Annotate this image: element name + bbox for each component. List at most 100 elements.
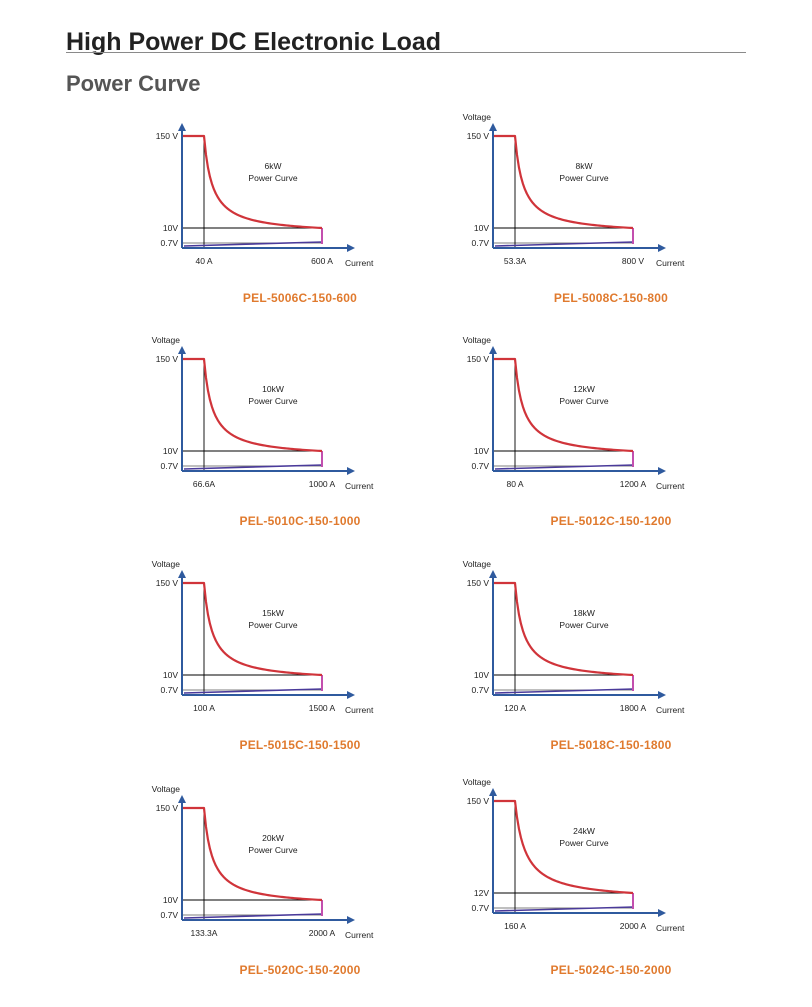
current-axis-arrow <box>658 467 666 475</box>
tick-label-imax: 1500 A <box>309 703 336 713</box>
tick-label-vmin: 0.7V <box>472 903 490 913</box>
current-axis-arrow <box>347 691 355 699</box>
chart-svg: Voltage 150 V 10V 0.7V 66.6A 1000 A Current 10k… <box>152 335 374 491</box>
low-voltage-line <box>494 241 634 247</box>
power-curve-chart-5: Voltage 150 V 10V 0.7V 100 A 1500 A Current 15k… <box>150 559 450 778</box>
tick-label-iknee: 80 A <box>506 479 523 489</box>
tick-label-vmin: 0.7V <box>472 238 490 248</box>
chart-svg: Voltage 150 V 10V 0.7V 120 A 1800 A Current 18k… <box>463 559 685 715</box>
voltage-axis-arrow <box>178 123 186 131</box>
power-curve-chart-4: Voltage 150 V 10V 0.7V 80 A 1200 A Current 12kW… <box>461 335 761 554</box>
power-rating-label: 20kW <box>262 833 284 843</box>
low-voltage-line <box>494 464 634 470</box>
tick-label-imax: 2000 A <box>620 921 647 931</box>
power-rating-label: 18kW <box>573 608 595 618</box>
model-label: PEL-5018C-150-1800 <box>550 738 672 752</box>
voltage-axis-arrow <box>178 346 186 354</box>
page-subtitle: Power Curve <box>66 71 201 96</box>
tick-label-vmin: 0.7V <box>161 238 179 248</box>
voltage-axis-arrow <box>489 123 497 131</box>
model-label: PEL-5020C-150-2000 <box>239 963 361 977</box>
power-curve-line <box>493 799 634 895</box>
current-axis-label: Current <box>656 705 685 715</box>
tick-label-vmax: 150 V <box>156 803 179 813</box>
tick-label-vmax: 150 V <box>156 131 179 141</box>
power-rating-label: 10kW <box>262 384 284 394</box>
current-axis-label: Current <box>345 930 374 940</box>
power-curve-line <box>182 581 323 677</box>
power-curve-caption: Power Curve <box>559 838 608 848</box>
voltage-axis-arrow <box>178 570 186 578</box>
tick-label-iknee: 40 A <box>195 256 212 266</box>
tick-label-vmin: 0.7V <box>472 461 490 471</box>
model-label: PEL-5012C-150-1200 <box>550 514 672 528</box>
current-axis-label: Current <box>656 923 685 933</box>
tick-label-iknee: 133.3A <box>191 928 218 938</box>
tick-label-iknee: 66.6A <box>193 479 216 489</box>
power-curve-caption: Power Curve <box>559 173 608 183</box>
chart-svg: Voltage 150 V 10V 0.7V 100 A 1500 A Current 15k… <box>152 559 374 715</box>
tick-label-vmax: 150 V <box>156 578 179 588</box>
power-curve-line <box>182 806 323 902</box>
power-rating-label: 8kW <box>576 161 593 171</box>
model-label: PEL-5010C-150-1000 <box>239 514 361 528</box>
tick-label-iknee: 160 A <box>504 921 526 931</box>
current-axis-arrow <box>347 244 355 252</box>
power-rating-label: 15kW <box>262 608 284 618</box>
power-curve-chart-2: Voltage 150 V 10V 0.7V 53.3A 800 V Current 8kW P… <box>461 112 761 331</box>
tick-label-imax: 1800 A <box>620 703 647 713</box>
tick-label-vmid: 10V <box>474 446 489 456</box>
low-voltage-line <box>183 688 323 694</box>
tick-label-imax: 1200 A <box>620 479 647 489</box>
voltage-axis-label: Voltage <box>152 335 181 345</box>
power-curve-caption: Power Curve <box>559 396 608 406</box>
chart-svg: Voltage 150 V 10V 0.7V 53.3A 800 V Current 8kW P… <box>463 112 685 268</box>
power-curve-line <box>493 134 634 230</box>
tick-label-vmid: 10V <box>474 670 489 680</box>
tick-label-imax: 1000 A <box>309 479 336 489</box>
voltage-axis-label: Voltage <box>152 784 181 794</box>
power-curve-chart-6: Voltage 150 V 10V 0.7V 120 A 1800 A Current 18k… <box>461 559 761 778</box>
tick-label-vmin: 0.7V <box>161 461 179 471</box>
voltage-axis-arrow <box>489 788 497 796</box>
tick-label-iknee: 100 A <box>193 703 215 713</box>
tick-label-vmax: 150 V <box>467 354 490 364</box>
current-axis-arrow <box>347 467 355 475</box>
current-axis-arrow <box>658 691 666 699</box>
current-axis-label: Current <box>345 481 374 491</box>
tick-label-imax: 600 A <box>311 256 333 266</box>
power-curve-caption: Power Curve <box>559 620 608 630</box>
model-label: PEL-5006C-150-600 <box>242 291 358 305</box>
tick-label-imax: 2000 A <box>309 928 336 938</box>
low-voltage-line <box>183 241 323 247</box>
current-axis-label: Current <box>345 705 374 715</box>
tick-label-vmin: 0.7V <box>161 685 179 695</box>
power-curve-chart-1: 150 V 10V 0.7V 40 A 600 A Current 6kW Power Cur… <box>150 121 450 331</box>
low-voltage-line <box>494 906 634 912</box>
tick-label-imax: 800 V <box>622 256 645 266</box>
power-curve-caption: Power Curve <box>248 396 297 406</box>
tick-label-iknee: 53.3A <box>504 256 527 266</box>
tick-label-vmax: 150 V <box>467 796 490 806</box>
tick-label-iknee: 120 A <box>504 703 526 713</box>
power-rating-label: 6kW <box>265 161 282 171</box>
voltage-axis-arrow <box>178 795 186 803</box>
chart-svg: Voltage 150 V 10V 0.7V 80 A 1200 A Current 12kW… <box>463 335 685 491</box>
tick-label-vmid: 12V <box>474 888 489 898</box>
low-voltage-line <box>183 913 323 919</box>
power-curve-caption: Power Curve <box>248 620 297 630</box>
power-curve-line <box>493 581 634 677</box>
chart-svg: Voltage 150 V 12V 0.7V 160 A 2000 A Current 24k… <box>463 777 685 933</box>
low-voltage-line <box>183 464 323 470</box>
chart-svg: 150 V 10V 0.7V 40 A 600 A Current 6kW Power Cur… <box>156 123 374 268</box>
current-axis-label: Current <box>656 481 685 491</box>
voltage-axis-label: Voltage <box>152 559 181 569</box>
power-curve-line <box>182 357 323 453</box>
tick-label-vmid: 10V <box>163 895 178 905</box>
power-curve-caption: Power Curve <box>248 173 297 183</box>
voltage-axis-label: Voltage <box>463 559 492 569</box>
power-curve-caption: Power Curve <box>248 845 297 855</box>
voltage-axis-arrow <box>489 346 497 354</box>
tick-label-vmid: 10V <box>474 223 489 233</box>
low-voltage-line <box>494 688 634 694</box>
